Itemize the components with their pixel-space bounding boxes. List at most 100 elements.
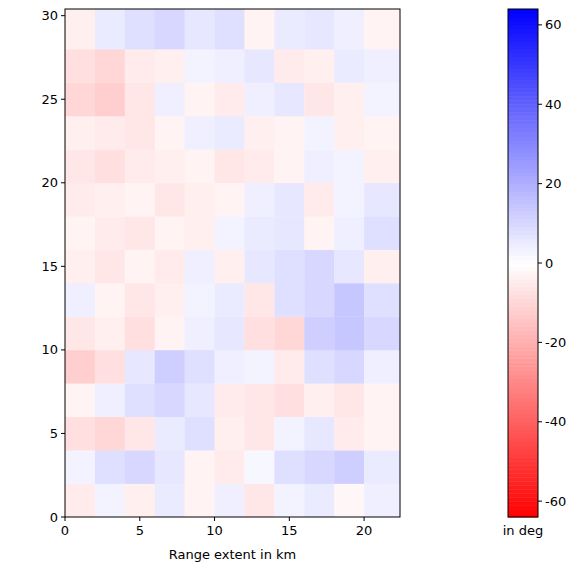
colorbar-step bbox=[508, 334, 538, 338]
colorbar-tick bbox=[538, 104, 542, 105]
heat-cell bbox=[244, 350, 274, 384]
colorbar-step bbox=[508, 37, 538, 41]
heat-cell bbox=[304, 283, 334, 317]
colorbar-step bbox=[508, 295, 538, 299]
colorbar-step bbox=[508, 287, 538, 291]
colorbar-step bbox=[508, 17, 538, 21]
heat-cell bbox=[65, 49, 95, 83]
colorbar-tick bbox=[538, 501, 542, 502]
colorbar-step bbox=[508, 442, 538, 446]
heat-cell bbox=[215, 149, 245, 183]
heat-cell bbox=[304, 83, 334, 117]
colorbar-step bbox=[508, 291, 538, 295]
heat-cell bbox=[244, 383, 274, 417]
heat-cell bbox=[364, 49, 400, 83]
colorbar-step bbox=[508, 61, 538, 65]
colorbar-step bbox=[508, 9, 538, 13]
colorbar-step bbox=[508, 108, 538, 112]
plot-frame bbox=[65, 9, 400, 517]
x-tick-label: 20 bbox=[356, 523, 373, 538]
heat-cell bbox=[364, 9, 400, 49]
heat-cell bbox=[334, 149, 364, 183]
colorbar-step bbox=[508, 88, 538, 92]
y-tick-label: 10 bbox=[41, 342, 58, 357]
heat-cell bbox=[244, 316, 274, 350]
heat-cell bbox=[215, 484, 245, 517]
colorbar-tick bbox=[538, 183, 542, 184]
heat-cell bbox=[364, 216, 400, 250]
heat-cell bbox=[185, 183, 215, 217]
colorbar-step bbox=[508, 57, 538, 61]
colorbar-step bbox=[508, 65, 538, 69]
heat-cell bbox=[95, 350, 125, 384]
colorbar-step bbox=[508, 172, 538, 176]
heat-cell bbox=[244, 216, 274, 250]
heat-cell bbox=[364, 283, 400, 317]
heat-cell bbox=[334, 216, 364, 250]
heat-cell bbox=[95, 216, 125, 250]
colorbar-step bbox=[508, 243, 538, 247]
heat-cell bbox=[65, 83, 95, 117]
heat-cell bbox=[95, 149, 125, 183]
colorbar-step bbox=[508, 414, 538, 418]
colorbar-step bbox=[508, 430, 538, 434]
colorbar-step bbox=[508, 160, 538, 164]
heat-cell bbox=[125, 316, 155, 350]
heat-cell bbox=[125, 183, 155, 217]
colorbar-step bbox=[508, 164, 538, 168]
colorbar-tick-label: 20 bbox=[545, 176, 562, 191]
colorbar-step bbox=[508, 374, 538, 378]
y-tick-label: 15 bbox=[41, 259, 58, 274]
y-tick bbox=[61, 15, 65, 16]
heat-cell bbox=[125, 417, 155, 451]
colorbar-tick bbox=[538, 421, 542, 422]
heat-cell bbox=[65, 149, 95, 183]
colorbar-step bbox=[508, 136, 538, 140]
colorbar-step bbox=[508, 354, 538, 358]
colorbar-step bbox=[508, 196, 538, 200]
heat-cell bbox=[215, 250, 245, 284]
colorbar-step bbox=[508, 279, 538, 283]
heat-cell bbox=[155, 450, 185, 484]
colorbar-step bbox=[508, 192, 538, 196]
colorbar-step bbox=[508, 465, 538, 469]
colorbar-label: in deg bbox=[503, 523, 544, 538]
colorbar-step bbox=[508, 104, 538, 108]
colorbar-step bbox=[508, 180, 538, 184]
colorbar-step bbox=[508, 378, 538, 382]
heat-cell bbox=[215, 283, 245, 317]
colorbar-step bbox=[508, 76, 538, 80]
heat-cell bbox=[185, 149, 215, 183]
heat-cell bbox=[95, 83, 125, 117]
colorbar-step bbox=[508, 402, 538, 406]
colorbar-step bbox=[508, 92, 538, 96]
heat-cell bbox=[364, 350, 400, 384]
colorbar-step bbox=[508, 473, 538, 477]
heat-cell bbox=[274, 250, 304, 284]
x-tick-label: 15 bbox=[281, 523, 298, 538]
heat-cell bbox=[185, 283, 215, 317]
colorbar-step bbox=[508, 350, 538, 354]
heat-cell bbox=[304, 350, 334, 384]
x-tick bbox=[139, 517, 140, 521]
heat-cell bbox=[244, 417, 274, 451]
colorbar-step bbox=[508, 497, 538, 501]
x-tick-label: 0 bbox=[61, 523, 69, 538]
heat-cell bbox=[334, 116, 364, 150]
heat-cell bbox=[155, 316, 185, 350]
heat-cell bbox=[155, 350, 185, 384]
heat-cell bbox=[95, 116, 125, 150]
colorbar-step bbox=[508, 124, 538, 128]
heat-cell bbox=[274, 183, 304, 217]
y-tick bbox=[61, 99, 65, 100]
colorbar-step bbox=[508, 315, 538, 319]
colorbar-tick-label: -60 bbox=[545, 494, 566, 509]
colorbar-step bbox=[508, 144, 538, 148]
heat-cell bbox=[334, 450, 364, 484]
colorbar-step bbox=[508, 69, 538, 73]
colorbar-step bbox=[508, 13, 538, 17]
colorbar-step bbox=[508, 176, 538, 180]
heat-cell bbox=[304, 116, 334, 150]
heat-cell bbox=[95, 49, 125, 83]
heat-cell bbox=[125, 383, 155, 417]
